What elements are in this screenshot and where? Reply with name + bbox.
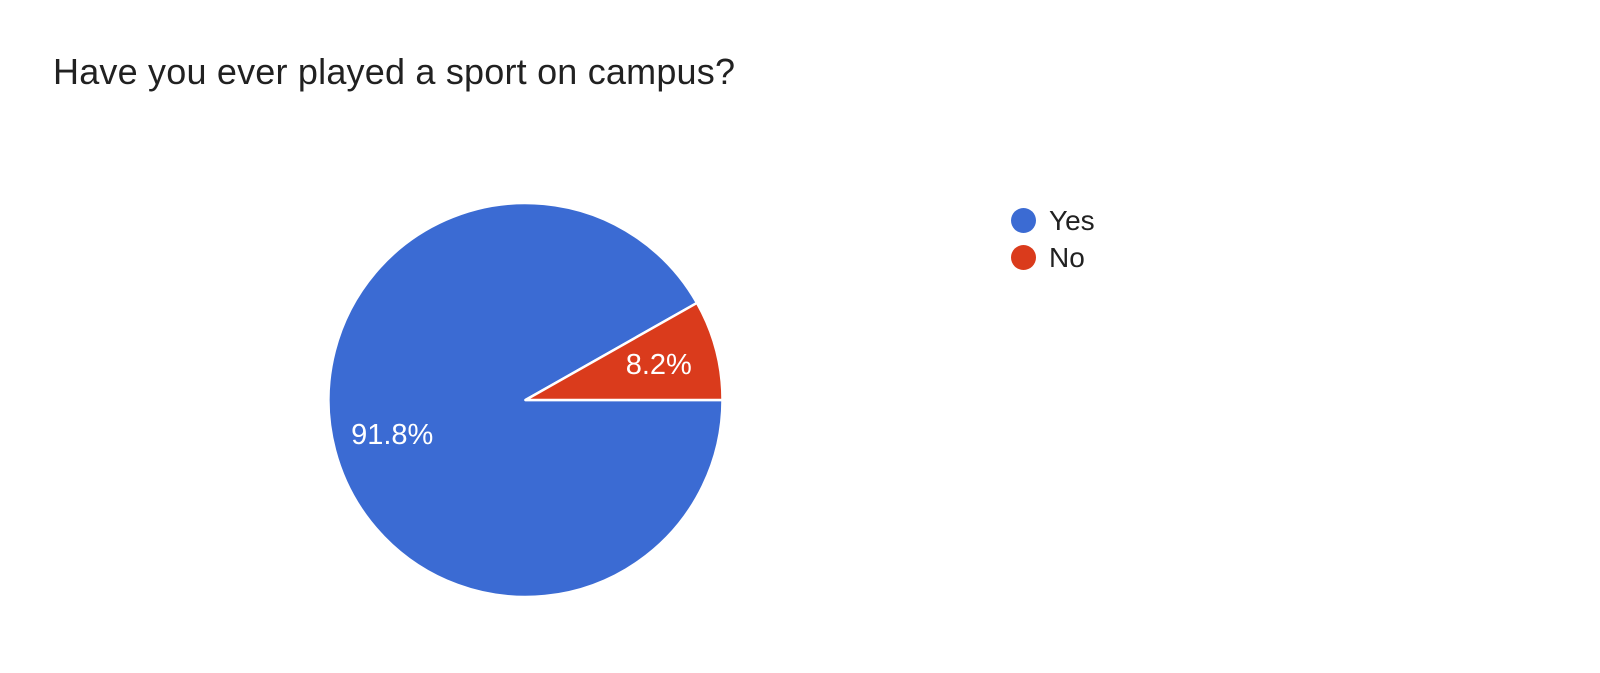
legend-swatch-no-icon <box>1011 245 1036 270</box>
pie-slice-label-no: 8.2% <box>626 349 692 381</box>
legend-label-no: No <box>1049 241 1085 273</box>
legend: Yes No <box>1011 204 1095 273</box>
legend-item-no: No <box>1011 241 1095 273</box>
legend-swatch-yes-icon <box>1011 208 1036 233</box>
chart-title: Have you ever played a sport on campus? <box>53 51 736 92</box>
pie-slice-no[interactable] <box>524 301 724 402</box>
pie-chart: 91.8% 8.2% <box>327 201 724 599</box>
pie-slice-label-yes: 91.8% <box>351 419 433 451</box>
legend-item-yes: Yes <box>1011 204 1095 236</box>
legend-label-yes: Yes <box>1049 204 1095 236</box>
